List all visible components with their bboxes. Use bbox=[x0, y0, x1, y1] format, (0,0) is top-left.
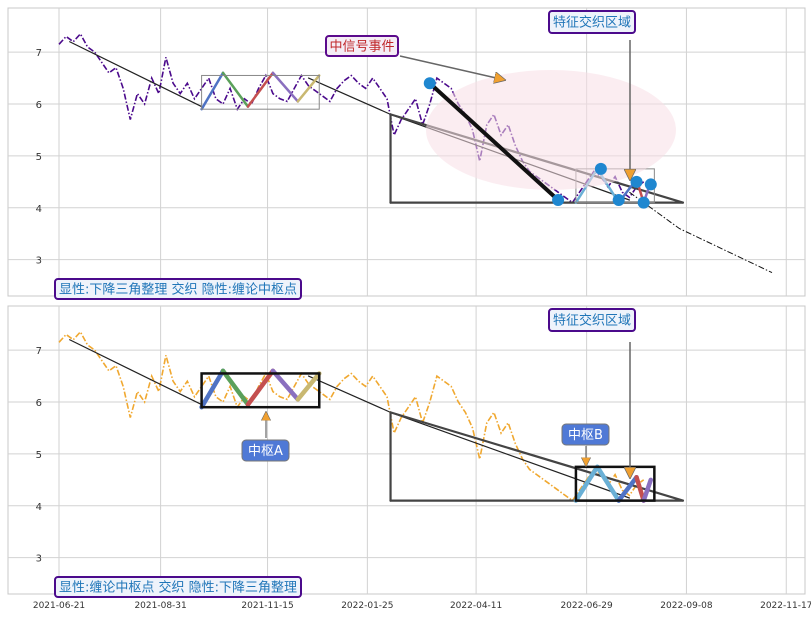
label-text: 特征交织区域 bbox=[553, 15, 631, 31]
x-tick-label: 2022-11-17 bbox=[760, 601, 811, 611]
y-tick-label: 3 bbox=[36, 554, 42, 565]
signal-dot bbox=[423, 77, 436, 90]
label-box bbox=[548, 10, 636, 34]
label-text: 中信号事件 bbox=[329, 40, 394, 55]
label-text: 显性:下降三角整理 交织 隐性:缠论中枢点 bbox=[59, 282, 297, 298]
zigzag-segment bbox=[221, 71, 250, 108]
zigzag-segment bbox=[246, 71, 275, 108]
label-text: 中枢B bbox=[568, 428, 603, 443]
y-tick-label: 3 bbox=[36, 256, 42, 267]
signal-dot bbox=[644, 178, 657, 191]
x-tick-label: 2021-08-31 bbox=[134, 601, 186, 611]
plot-frame bbox=[7, 7, 806, 297]
zigzag-segment bbox=[634, 474, 646, 503]
y-tick-label: 6 bbox=[36, 100, 42, 111]
x-tick-label: 2022-01-25 bbox=[341, 601, 393, 611]
zhongshu-box-a bbox=[201, 74, 320, 110]
x-tick-label: 2022-06-29 bbox=[560, 601, 613, 611]
label-box bbox=[54, 576, 302, 598]
series-line bbox=[58, 330, 645, 502]
label-text: 中枢A bbox=[248, 444, 283, 459]
y-tick-label: 6 bbox=[36, 398, 42, 409]
x-tick-label: 2021-11-15 bbox=[241, 601, 293, 611]
y-tick-label: 7 bbox=[36, 48, 42, 59]
arrow-line bbox=[399, 55, 505, 80]
label-text: 显性:缠论中枢点 交织 隐性:下降三角整理 bbox=[59, 580, 297, 596]
zigzag-segment bbox=[573, 464, 600, 503]
label-box bbox=[548, 308, 636, 332]
breakdown-line bbox=[427, 81, 561, 202]
label-box bbox=[241, 439, 290, 462]
zigzag-segment bbox=[295, 371, 322, 402]
signal-dot bbox=[612, 194, 625, 206]
triangle-edge bbox=[389, 411, 684, 502]
trend-line bbox=[69, 339, 203, 406]
zhongshu-box-a bbox=[200, 372, 321, 409]
zigzag-segment bbox=[245, 368, 276, 407]
signal-dot bbox=[552, 194, 565, 206]
signal-dot bbox=[637, 196, 650, 209]
label-box bbox=[325, 35, 399, 57]
zigzag-segment bbox=[271, 71, 300, 103]
zigzag-segment bbox=[220, 368, 251, 407]
zigzag-segment bbox=[296, 74, 321, 103]
signal-region bbox=[425, 69, 676, 190]
zigzag-segment bbox=[641, 477, 654, 503]
label-text: 特征交织区域 bbox=[553, 313, 631, 329]
y-tick-label: 5 bbox=[36, 152, 42, 163]
zigzag-segment bbox=[199, 368, 226, 410]
zigzag-segment bbox=[270, 368, 301, 402]
y-tick-label: 4 bbox=[36, 204, 42, 215]
x-tick-label: 2022-09-08 bbox=[660, 601, 713, 611]
zigzag-segment bbox=[595, 464, 621, 503]
trend-line bbox=[389, 411, 631, 499]
label-box bbox=[54, 278, 302, 300]
plot-frame bbox=[7, 305, 806, 595]
trend-line bbox=[307, 375, 392, 413]
label-box bbox=[561, 423, 610, 446]
y-tick-label: 4 bbox=[36, 502, 42, 513]
y-tick-label: 7 bbox=[36, 346, 42, 357]
x-tick-label: 2022-04-11 bbox=[450, 601, 502, 611]
zigzag-segment bbox=[616, 474, 639, 503]
zhongshu-box-b bbox=[574, 465, 656, 502]
trend-line bbox=[307, 77, 392, 115]
trend-line bbox=[69, 41, 203, 108]
x-axis: 2021-06-21 2021-08-31 2021-11-15 2022-01-25… bbox=[33, 601, 811, 611]
x-tick-label: 2021-06-21 bbox=[33, 601, 85, 611]
zigzag-segment bbox=[200, 71, 225, 111]
y-tick-label: 5 bbox=[36, 450, 42, 461]
signal-dot bbox=[630, 175, 643, 188]
signal-dot bbox=[594, 162, 607, 175]
